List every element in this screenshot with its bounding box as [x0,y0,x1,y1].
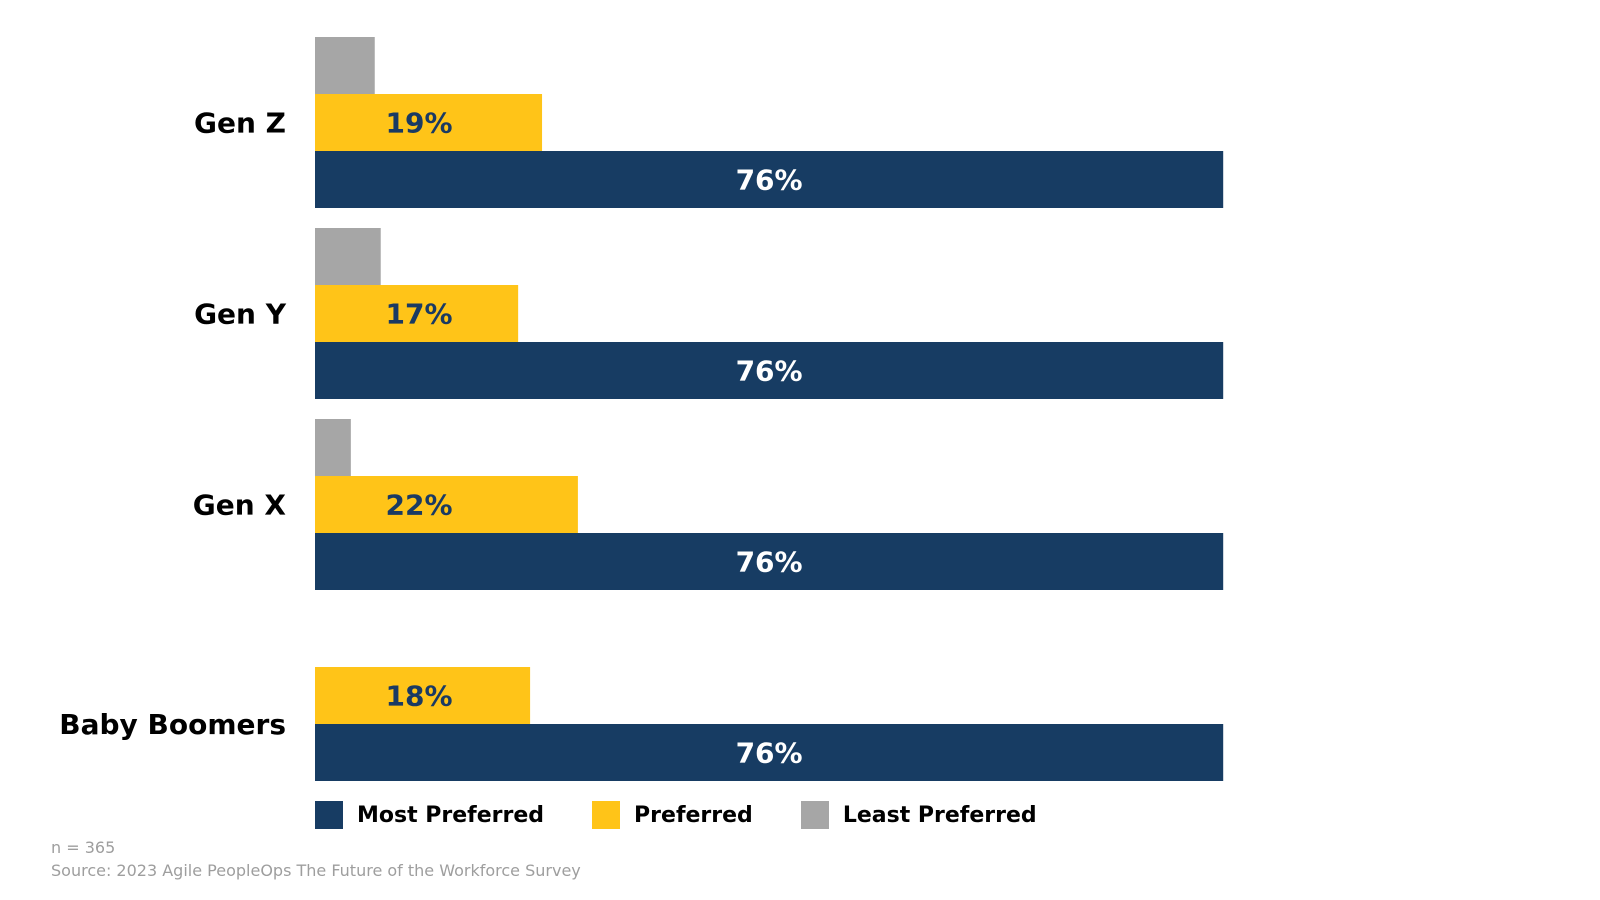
legend-swatch-preferred [592,801,621,829]
legend: Most Preferred Preferred Least Preferred [315,800,1085,830]
bar-gen-y-most-preferred [315,342,1224,399]
bar-gen-y-preferred [315,285,519,342]
category-label-gen-y: Gen Y [194,298,287,331]
legend-swatch-least-preferred [800,801,829,829]
bar-gen-z-most-preferred [315,151,1224,208]
data-label-gen-x-most-preferred: 76% [736,546,803,579]
legend-item-preferred: Preferred [592,801,753,829]
data-label-gen-z-preferred: 19% [385,107,452,140]
sample-size-note: n = 365 [51,838,116,857]
legend-label-preferred: Preferred [634,802,753,828]
category-label-gen-z: Gen Z [194,107,286,140]
bar-chart: Gen Z 19% 76% Gen Y 17% 76% Gen X 22% 76% Baby Bo… [59,37,1224,781]
bar-gen-x-least-preferred [315,419,351,476]
data-label-gen-z-most-preferred: 76% [736,164,803,197]
bar-gen-x-preferred [315,476,578,533]
data-label-gen-y-preferred: 17% [385,298,452,331]
legend-swatch-most-preferred [315,801,343,829]
data-label-gen-y-most-preferred: 76% [736,355,803,388]
category-label-gen-x: Gen X [193,489,287,522]
data-label-gen-x-preferred: 22% [385,489,452,522]
bar-baby-boomers-most-preferred [315,724,1224,781]
bar-gen-z-preferred [315,94,543,151]
legend-item-most-preferred: Most Preferred [315,801,544,829]
bar-baby-boomers-preferred [315,667,531,724]
legend-label-most-preferred: Most Preferred [357,802,545,828]
bar-gen-z-least-preferred [315,37,375,94]
category-label-baby-boomers: Baby Boomers [59,708,286,741]
data-label-baby-boomers-most-preferred: 76% [736,737,803,770]
legend-label-least-preferred: Least Preferred [842,802,1037,828]
legend-item-least-preferred: Least Preferred [800,801,1037,829]
data-label-baby-boomers-preferred: 18% [385,680,452,713]
source-note: Source: 2023 Agile PeopleOps The Future … [51,861,581,880]
bar-gen-x-most-preferred [315,533,1224,590]
bar-gen-y-least-preferred [315,228,381,285]
